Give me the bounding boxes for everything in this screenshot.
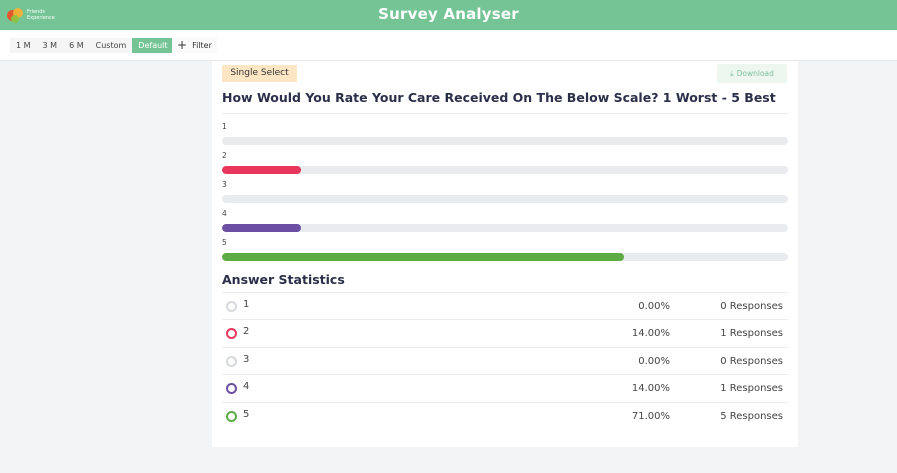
stat-percent: 0.00% [638,356,670,367]
bar-track-3 [222,195,788,203]
stat-label: 5 [243,409,250,420]
bar-fill-5 [222,253,624,261]
ring-icon [226,356,237,367]
stat-percent: 0.00% [638,301,670,312]
stat-responses: 0 Responses [720,356,783,367]
stat-row: 5 71.00% 5 Responses [222,402,788,429]
ring-icon [226,383,237,394]
toolbar: 1 M 3 M 6 M Custom Default + Filter [0,30,897,61]
stat-percent: 71.00% [631,411,670,422]
bar-track-1 [222,137,788,145]
logo-text-line-2: Experience [27,15,55,21]
ring-icon [226,411,237,422]
range-6m-button[interactable]: 6 M [63,37,90,53]
app-header: Friends Experience Survey Analyser [0,0,897,30]
bar-fill-2 [222,166,302,174]
download-icon: ⤓ [730,69,734,78]
stat-percent: 14.00% [631,383,670,394]
ring-icon [226,328,237,339]
stat-label: 4 [243,381,250,392]
plus-icon: + [177,38,188,52]
bar-label-4: 4 [222,209,227,218]
bar-track-4 [222,224,788,232]
app-logo[interactable]: Friends Experience [5,5,61,25]
ring-icon [226,301,237,312]
divider [222,113,788,114]
bar-label-5: 5 [222,238,227,247]
stat-row: 2 14.00% 1 Responses [222,319,788,346]
bar-label-1: 1 [222,122,227,131]
bar-track-2 [222,166,788,174]
stat-label: 1 [243,299,250,310]
bar-fill-4 [222,224,302,232]
stat-percent: 14.00% [631,328,670,339]
range-custom-button[interactable]: Custom [89,37,133,53]
download-button[interactable]: ⤓ Download [717,64,787,83]
app-title: Survey Analyser [378,5,519,23]
download-label: Download [736,69,774,78]
stat-responses: 5 Responses [720,411,783,422]
filter-button[interactable]: + Filter [172,37,217,53]
question-type-badge: Single Select [222,65,297,82]
stat-responses: 1 Responses [720,328,783,339]
filter-label: Filter [192,40,212,50]
logo-text-line-1: Friends [27,9,45,15]
range-1m-button[interactable]: 1 M [10,37,37,53]
question-card: Single Select ⤓ Download How Would You Ra… [212,61,798,447]
date-range-selector: 1 M 3 M 6 M Custom Default [10,37,174,53]
stat-row: 1 0.00% 0 Responses [222,292,788,319]
question-title: How Would You Rate Your Care Received On… [222,90,776,105]
stat-row: 4 14.00% 1 Responses [222,374,788,401]
stat-responses: 0 Responses [720,301,783,312]
bar-label-2: 2 [222,151,227,160]
range-3m-button[interactable]: 3 M [36,37,64,53]
stat-responses: 1 Responses [720,383,783,394]
logo-icon [5,5,25,25]
bar-track-5 [222,253,788,261]
bar-label-3: 3 [222,180,227,189]
logo-text: Friends Experience [27,9,55,21]
answer-statistics-title: Answer Statistics [222,272,345,287]
stat-row: 3 0.00% 0 Responses [222,347,788,374]
stat-label: 2 [243,326,250,337]
range-default-button[interactable]: Default [132,37,174,53]
stat-label: 3 [243,354,250,365]
